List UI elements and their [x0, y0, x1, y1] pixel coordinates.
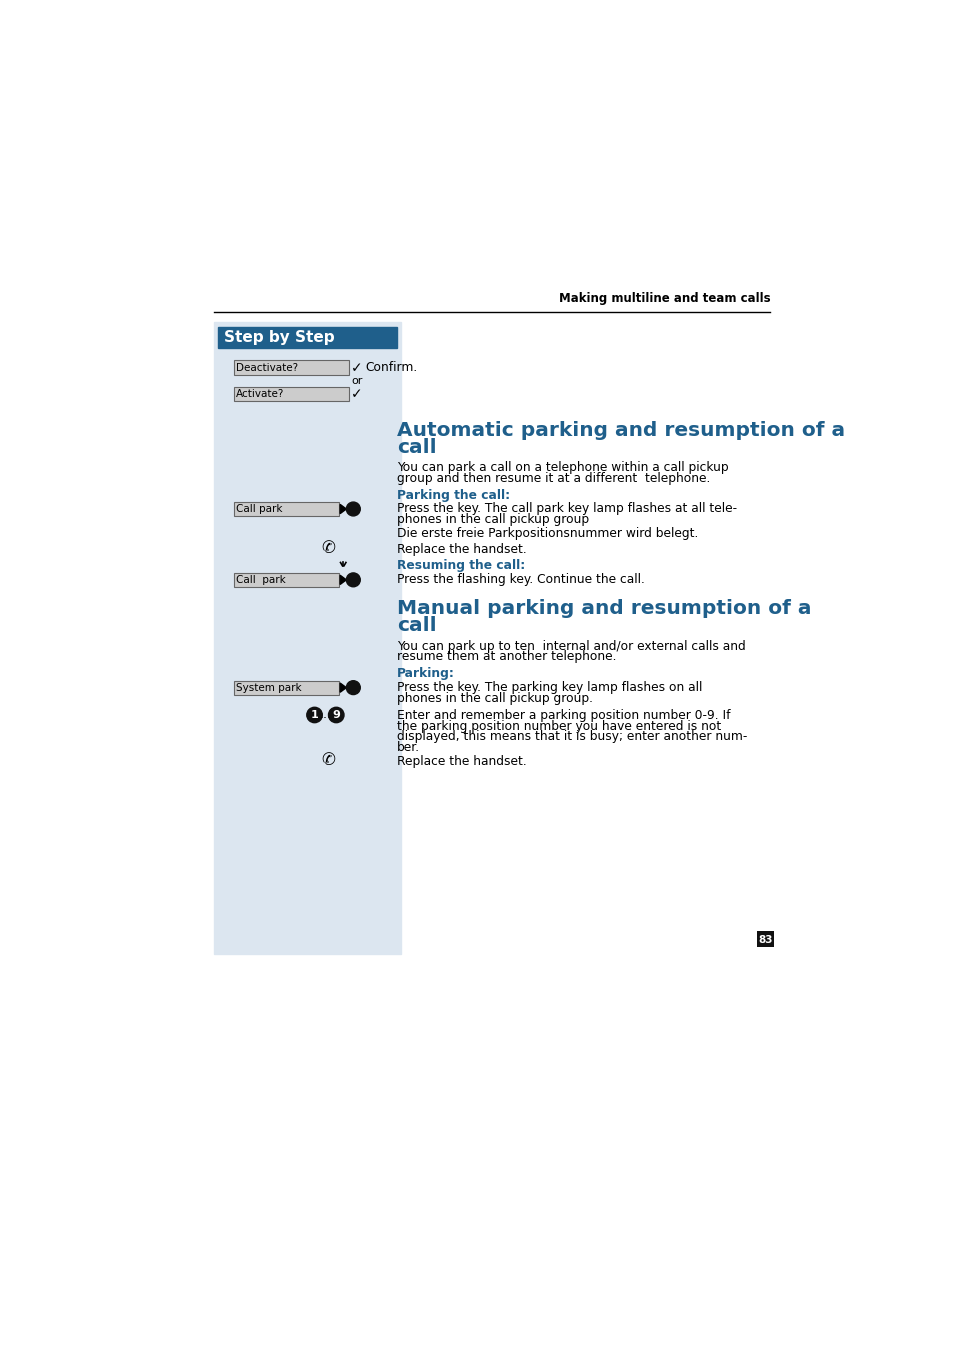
Text: Parking:: Parking: — [396, 667, 454, 681]
Text: Parking the call:: Parking the call: — [396, 489, 509, 501]
Text: phones in the call pickup group.: phones in the call pickup group. — [396, 692, 592, 705]
Text: ...: ... — [319, 708, 331, 721]
Circle shape — [346, 573, 360, 586]
Text: call: call — [396, 616, 436, 635]
Text: Call  park: Call park — [236, 574, 286, 585]
Circle shape — [307, 708, 322, 723]
Text: displayed, this means that it is busy; enter another num-: displayed, this means that it is busy; e… — [396, 731, 746, 743]
Polygon shape — [340, 576, 346, 585]
Text: ✆: ✆ — [321, 751, 335, 770]
Text: System park: System park — [236, 682, 301, 693]
Text: Enter and remember a parking position number 0-9. If: Enter and remember a parking position nu… — [396, 709, 729, 721]
Text: Press the key. The call park key lamp flashes at all tele-: Press the key. The call park key lamp fl… — [396, 503, 736, 516]
Circle shape — [346, 681, 360, 694]
Text: Making multiline and team calls: Making multiline and team calls — [558, 292, 769, 305]
Text: 9: 9 — [332, 711, 340, 720]
Text: 1: 1 — [311, 711, 318, 720]
Text: Confirm.: Confirm. — [365, 361, 417, 374]
Text: ✓: ✓ — [351, 361, 362, 374]
Polygon shape — [340, 504, 346, 513]
Text: Replace the handset.: Replace the handset. — [396, 755, 526, 767]
Text: Replace the handset.: Replace the handset. — [396, 543, 526, 555]
Bar — [217, 327, 397, 349]
Text: Press the flashing key. Continue the call.: Press the flashing key. Continue the cal… — [396, 573, 644, 586]
Text: Manual parking and resumption of a: Manual parking and resumption of a — [396, 600, 810, 619]
Text: phones in the call pickup group: phones in the call pickup group — [396, 513, 588, 527]
Text: Die erste freie Parkpositionsnummer wird belegt.: Die erste freie Parkpositionsnummer wird… — [396, 527, 698, 540]
FancyBboxPatch shape — [233, 361, 349, 376]
Text: Activate?: Activate? — [236, 389, 284, 399]
Text: Press the key. The parking key lamp flashes on all: Press the key. The parking key lamp flas… — [396, 681, 701, 694]
Text: Step by Step: Step by Step — [224, 330, 335, 345]
Text: resume them at another telephone.: resume them at another telephone. — [396, 650, 616, 663]
Text: Deactivate?: Deactivate? — [236, 362, 298, 373]
Text: Automatic parking and resumption of a: Automatic parking and resumption of a — [396, 422, 844, 440]
Text: Resuming the call:: Resuming the call: — [396, 559, 524, 573]
Text: Call park: Call park — [236, 504, 282, 513]
Text: ber.: ber. — [396, 742, 419, 754]
Text: ✆: ✆ — [321, 539, 335, 557]
Circle shape — [346, 503, 360, 516]
Text: ✓: ✓ — [351, 386, 362, 401]
FancyBboxPatch shape — [233, 573, 338, 586]
FancyBboxPatch shape — [233, 386, 349, 401]
Polygon shape — [340, 684, 346, 692]
Circle shape — [328, 708, 344, 723]
FancyBboxPatch shape — [233, 503, 338, 516]
Text: 83: 83 — [758, 935, 772, 944]
FancyBboxPatch shape — [757, 931, 773, 947]
Text: call: call — [396, 438, 436, 457]
Text: You can park a call on a telephone within a call pickup: You can park a call on a telephone withi… — [396, 461, 727, 474]
Text: You can park up to ten  internal and/or external calls and: You can park up to ten internal and/or e… — [396, 639, 744, 653]
Text: or: or — [351, 376, 362, 386]
FancyBboxPatch shape — [233, 681, 338, 694]
Text: the parking position number you have entered is not: the parking position number you have ent… — [396, 720, 720, 732]
Bar — [213, 323, 401, 954]
Text: group and then resume it at a different  telephone.: group and then resume it at a different … — [396, 471, 709, 485]
